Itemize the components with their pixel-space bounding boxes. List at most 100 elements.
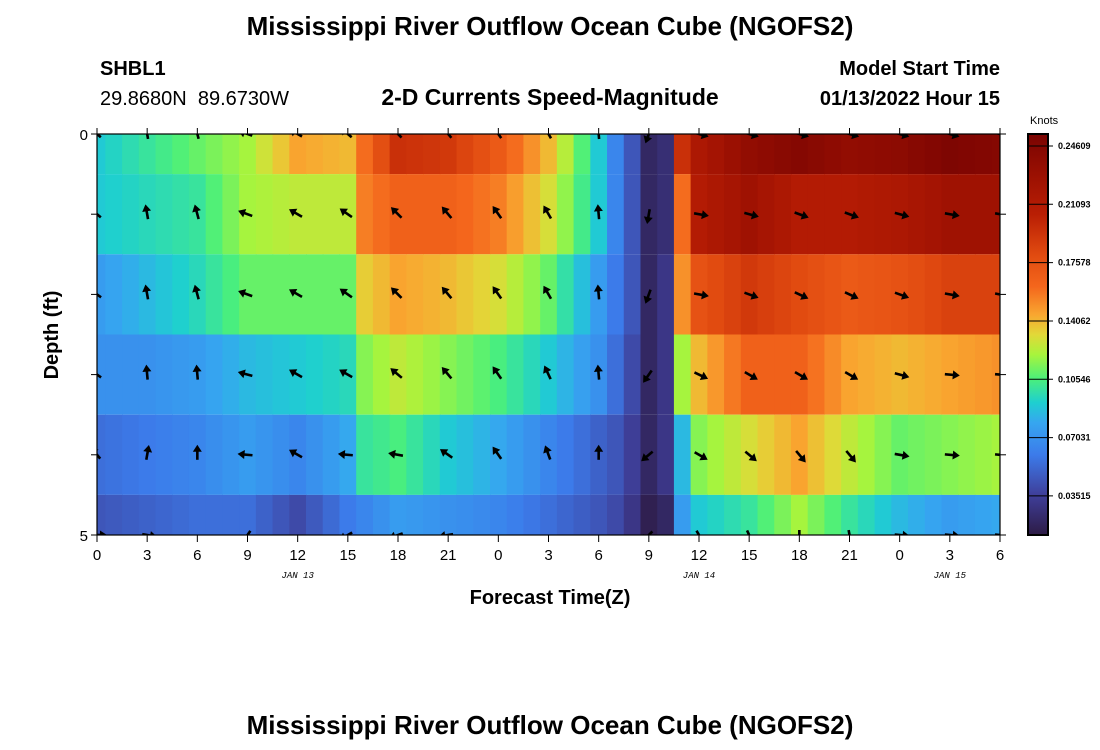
current-arrow	[688, 290, 709, 300]
current-arrow	[289, 208, 307, 220]
heatmap-cell	[155, 134, 173, 175]
heatmap-cell	[640, 134, 658, 175]
arrow-head	[643, 295, 653, 304]
current-arrow	[441, 366, 456, 383]
heatmap-cell	[456, 174, 474, 255]
heatmap-cell	[774, 494, 792, 535]
heatmap-cell	[306, 494, 324, 535]
heatmap-cell	[306, 174, 324, 255]
heatmap-cell	[473, 134, 491, 175]
arrow-shaft	[97, 449, 102, 460]
arrow-head	[390, 207, 400, 216]
arrow-shaft	[695, 530, 704, 535]
heatmap-cell	[272, 134, 290, 175]
heatmap-cell	[673, 414, 692, 495]
arrow-head	[594, 444, 604, 452]
heatmap-cell	[122, 174, 140, 255]
heatmap-cell	[356, 134, 374, 175]
colorbar-tick-label: 0.03515	[1058, 491, 1091, 501]
current-arrow	[339, 207, 357, 220]
heatmap-cell	[707, 134, 725, 175]
x-tick-label: 3	[544, 547, 552, 564]
heatmap-cell	[573, 134, 591, 175]
x-tick-label: 15	[741, 547, 758, 564]
heatmap-cell	[974, 334, 993, 415]
current-arrow	[439, 448, 457, 461]
current-arrow	[740, 369, 758, 381]
arrow-head	[901, 134, 910, 140]
x-tick-label: 3	[946, 547, 954, 564]
arrow-head	[492, 446, 501, 455]
heatmap-cell	[423, 134, 441, 175]
x-tick-label: 12	[289, 547, 306, 564]
heatmap-cell	[774, 134, 792, 175]
heatmap-cell	[222, 494, 240, 535]
arrow-head	[850, 291, 859, 300]
heatmap-cell	[874, 174, 892, 255]
current-arrow	[789, 210, 809, 220]
current-arrow	[289, 368, 307, 380]
heatmap-cell	[138, 494, 157, 535]
current-arrow	[97, 530, 107, 535]
current-arrow	[688, 210, 709, 220]
heatmap-cell	[105, 134, 123, 175]
heatmap-cell	[138, 134, 157, 175]
heatmap-cell	[774, 414, 792, 495]
heatmap-cell	[673, 254, 692, 335]
heatmap-cell	[339, 134, 357, 175]
current-arrow	[97, 368, 106, 381]
current-arrow	[144, 134, 150, 144]
current-arrow	[543, 285, 555, 304]
heatmap-cell	[306, 414, 324, 495]
heatmap-cell	[105, 494, 123, 535]
heatmap-cell	[974, 414, 993, 495]
arrow-head	[543, 365, 552, 374]
heatmap-cell	[406, 174, 424, 255]
arrow-head	[847, 454, 856, 463]
heatmap-cell	[506, 334, 525, 415]
current-arrow	[744, 525, 754, 535]
heatmap-cell	[824, 414, 842, 495]
heatmap-cell	[97, 134, 106, 175]
arrow-shaft	[291, 134, 303, 138]
heatmap-cell	[824, 494, 842, 535]
heatmap-cell	[356, 494, 374, 535]
heatmap-cell	[857, 254, 876, 335]
arrow-head	[390, 368, 399, 377]
arrow-shaft	[596, 134, 601, 140]
current-arrow	[593, 364, 603, 385]
arrow-head	[492, 206, 501, 215]
heatmap-cell	[372, 174, 391, 255]
y-axis-label: Depth (ft)	[41, 291, 63, 380]
current-arrow	[543, 205, 555, 223]
heatmap-cell	[908, 334, 926, 415]
heatmap-cell	[122, 414, 140, 495]
heatmap-cell	[339, 494, 357, 535]
arrow-shaft	[194, 134, 200, 140]
heatmap-cell	[473, 494, 491, 535]
heatmap-cell	[623, 174, 642, 255]
heatmap-cell	[607, 414, 625, 495]
current-arrow	[142, 284, 152, 305]
heatmap-cell	[974, 174, 993, 255]
arrow-head	[952, 530, 960, 535]
heatmap-cell	[991, 494, 1000, 535]
model-start-label: Model Start Time	[839, 58, 1000, 80]
arrow-head	[850, 210, 859, 220]
heatmap-cell	[122, 334, 140, 415]
heatmap-cell	[356, 414, 374, 495]
heatmap-cell	[924, 494, 943, 535]
arrow-head	[237, 450, 245, 460]
arrow-head	[900, 291, 910, 300]
heatmap-cell	[255, 174, 274, 255]
heatmap-cell	[573, 174, 591, 255]
current-arrow	[543, 365, 554, 384]
heatmap-cell	[573, 414, 591, 495]
current-arrow	[238, 208, 258, 218]
heatmap-cell	[255, 334, 274, 415]
heatmap-cell	[523, 334, 541, 415]
x-tick-label: 6	[594, 547, 602, 564]
current-arrow	[939, 290, 960, 300]
current-arrow	[192, 284, 201, 305]
arrow-head	[797, 454, 806, 463]
